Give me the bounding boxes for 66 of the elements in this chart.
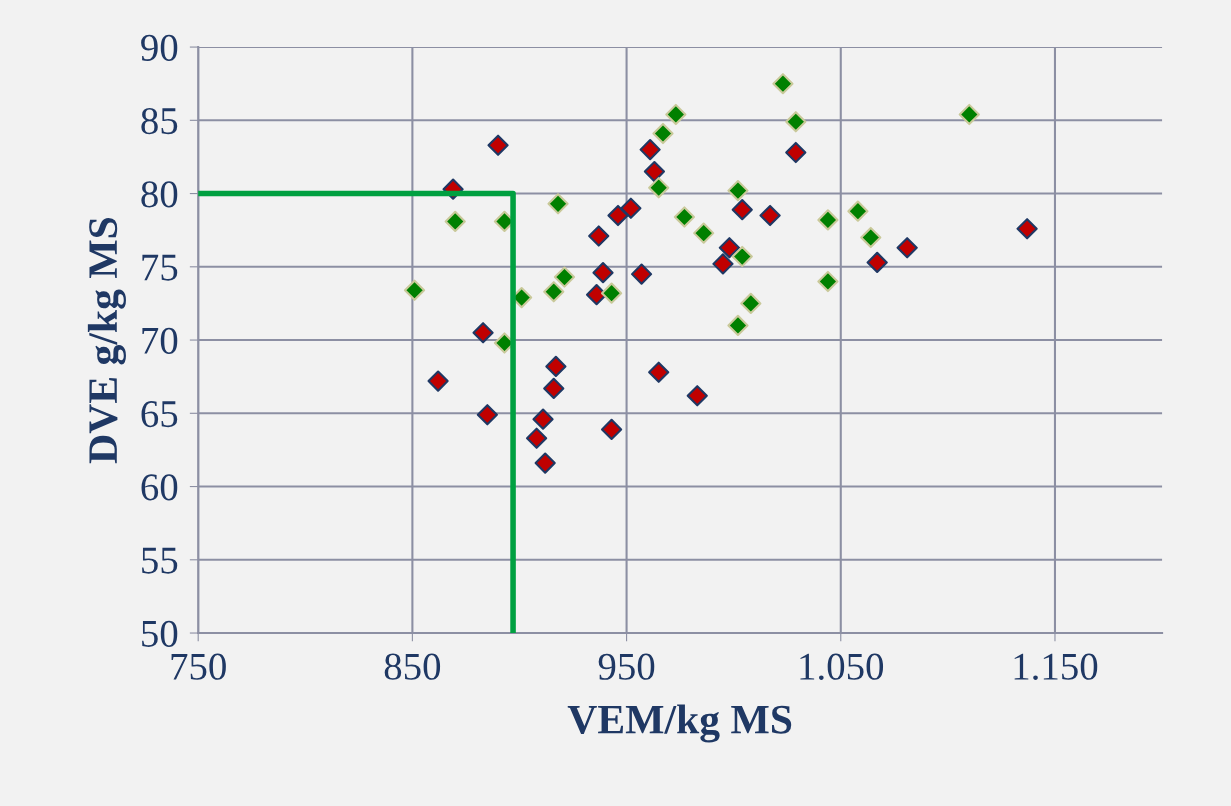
point	[718, 237, 740, 259]
x-tick-label: 1.150	[1014, 653, 1098, 681]
point	[444, 210, 466, 233]
point	[600, 418, 623, 441]
point	[476, 404, 498, 426]
point	[648, 177, 670, 199]
point	[785, 111, 807, 133]
point	[896, 237, 918, 259]
x-tick-label: 750	[171, 653, 226, 680]
point	[545, 355, 567, 378]
point	[588, 225, 610, 247]
point	[785, 141, 807, 164]
point	[547, 193, 569, 215]
point	[860, 226, 882, 249]
point	[607, 204, 629, 227]
point	[643, 160, 666, 183]
point	[543, 281, 565, 303]
x-axis-title: VEM/kg MS	[567, 704, 792, 743]
point	[772, 73, 794, 95]
point	[817, 209, 839, 231]
x-tick-label: 1.050	[800, 653, 884, 681]
point	[958, 103, 980, 126]
y-axis-title: DVE g/kg MS	[87, 217, 126, 464]
point	[759, 204, 781, 227]
point	[847, 200, 869, 222]
y-tick-label: 60	[141, 474, 178, 501]
point	[592, 262, 614, 284]
point	[639, 139, 661, 161]
y-tick-label: 55	[142, 547, 178, 574]
point	[620, 197, 642, 219]
point	[665, 103, 687, 126]
point	[585, 284, 608, 306]
y-tick-label: 70	[142, 327, 178, 354]
point	[403, 279, 426, 301]
point	[817, 270, 839, 293]
point	[630, 263, 653, 285]
point	[740, 292, 762, 315]
y-tick-label: 65	[141, 401, 178, 428]
y-tick-label: 90	[141, 34, 178, 61]
point	[532, 408, 554, 430]
point	[427, 370, 449, 392]
point	[526, 427, 548, 449]
y-tick-label: 50	[142, 620, 178, 647]
point	[731, 245, 753, 268]
point	[487, 134, 509, 156]
point	[472, 322, 494, 344]
y-tick-label: 85	[141, 107, 178, 135]
point	[727, 180, 749, 202]
point	[866, 251, 888, 274]
point	[673, 206, 696, 228]
point	[731, 199, 753, 221]
point	[727, 314, 749, 337]
point	[652, 122, 674, 145]
y-tick-label: 80	[141, 181, 178, 208]
point	[1016, 218, 1038, 240]
y-tick-label: 75	[142, 254, 178, 281]
point	[648, 361, 670, 383]
point	[543, 377, 565, 400]
point	[686, 385, 708, 407]
x-tick-label: 850	[384, 653, 441, 680]
x-tick-label: 950	[598, 653, 655, 680]
point	[600, 282, 623, 304]
point	[712, 253, 734, 275]
point	[534, 452, 556, 474]
point	[693, 222, 715, 244]
point	[553, 266, 576, 288]
